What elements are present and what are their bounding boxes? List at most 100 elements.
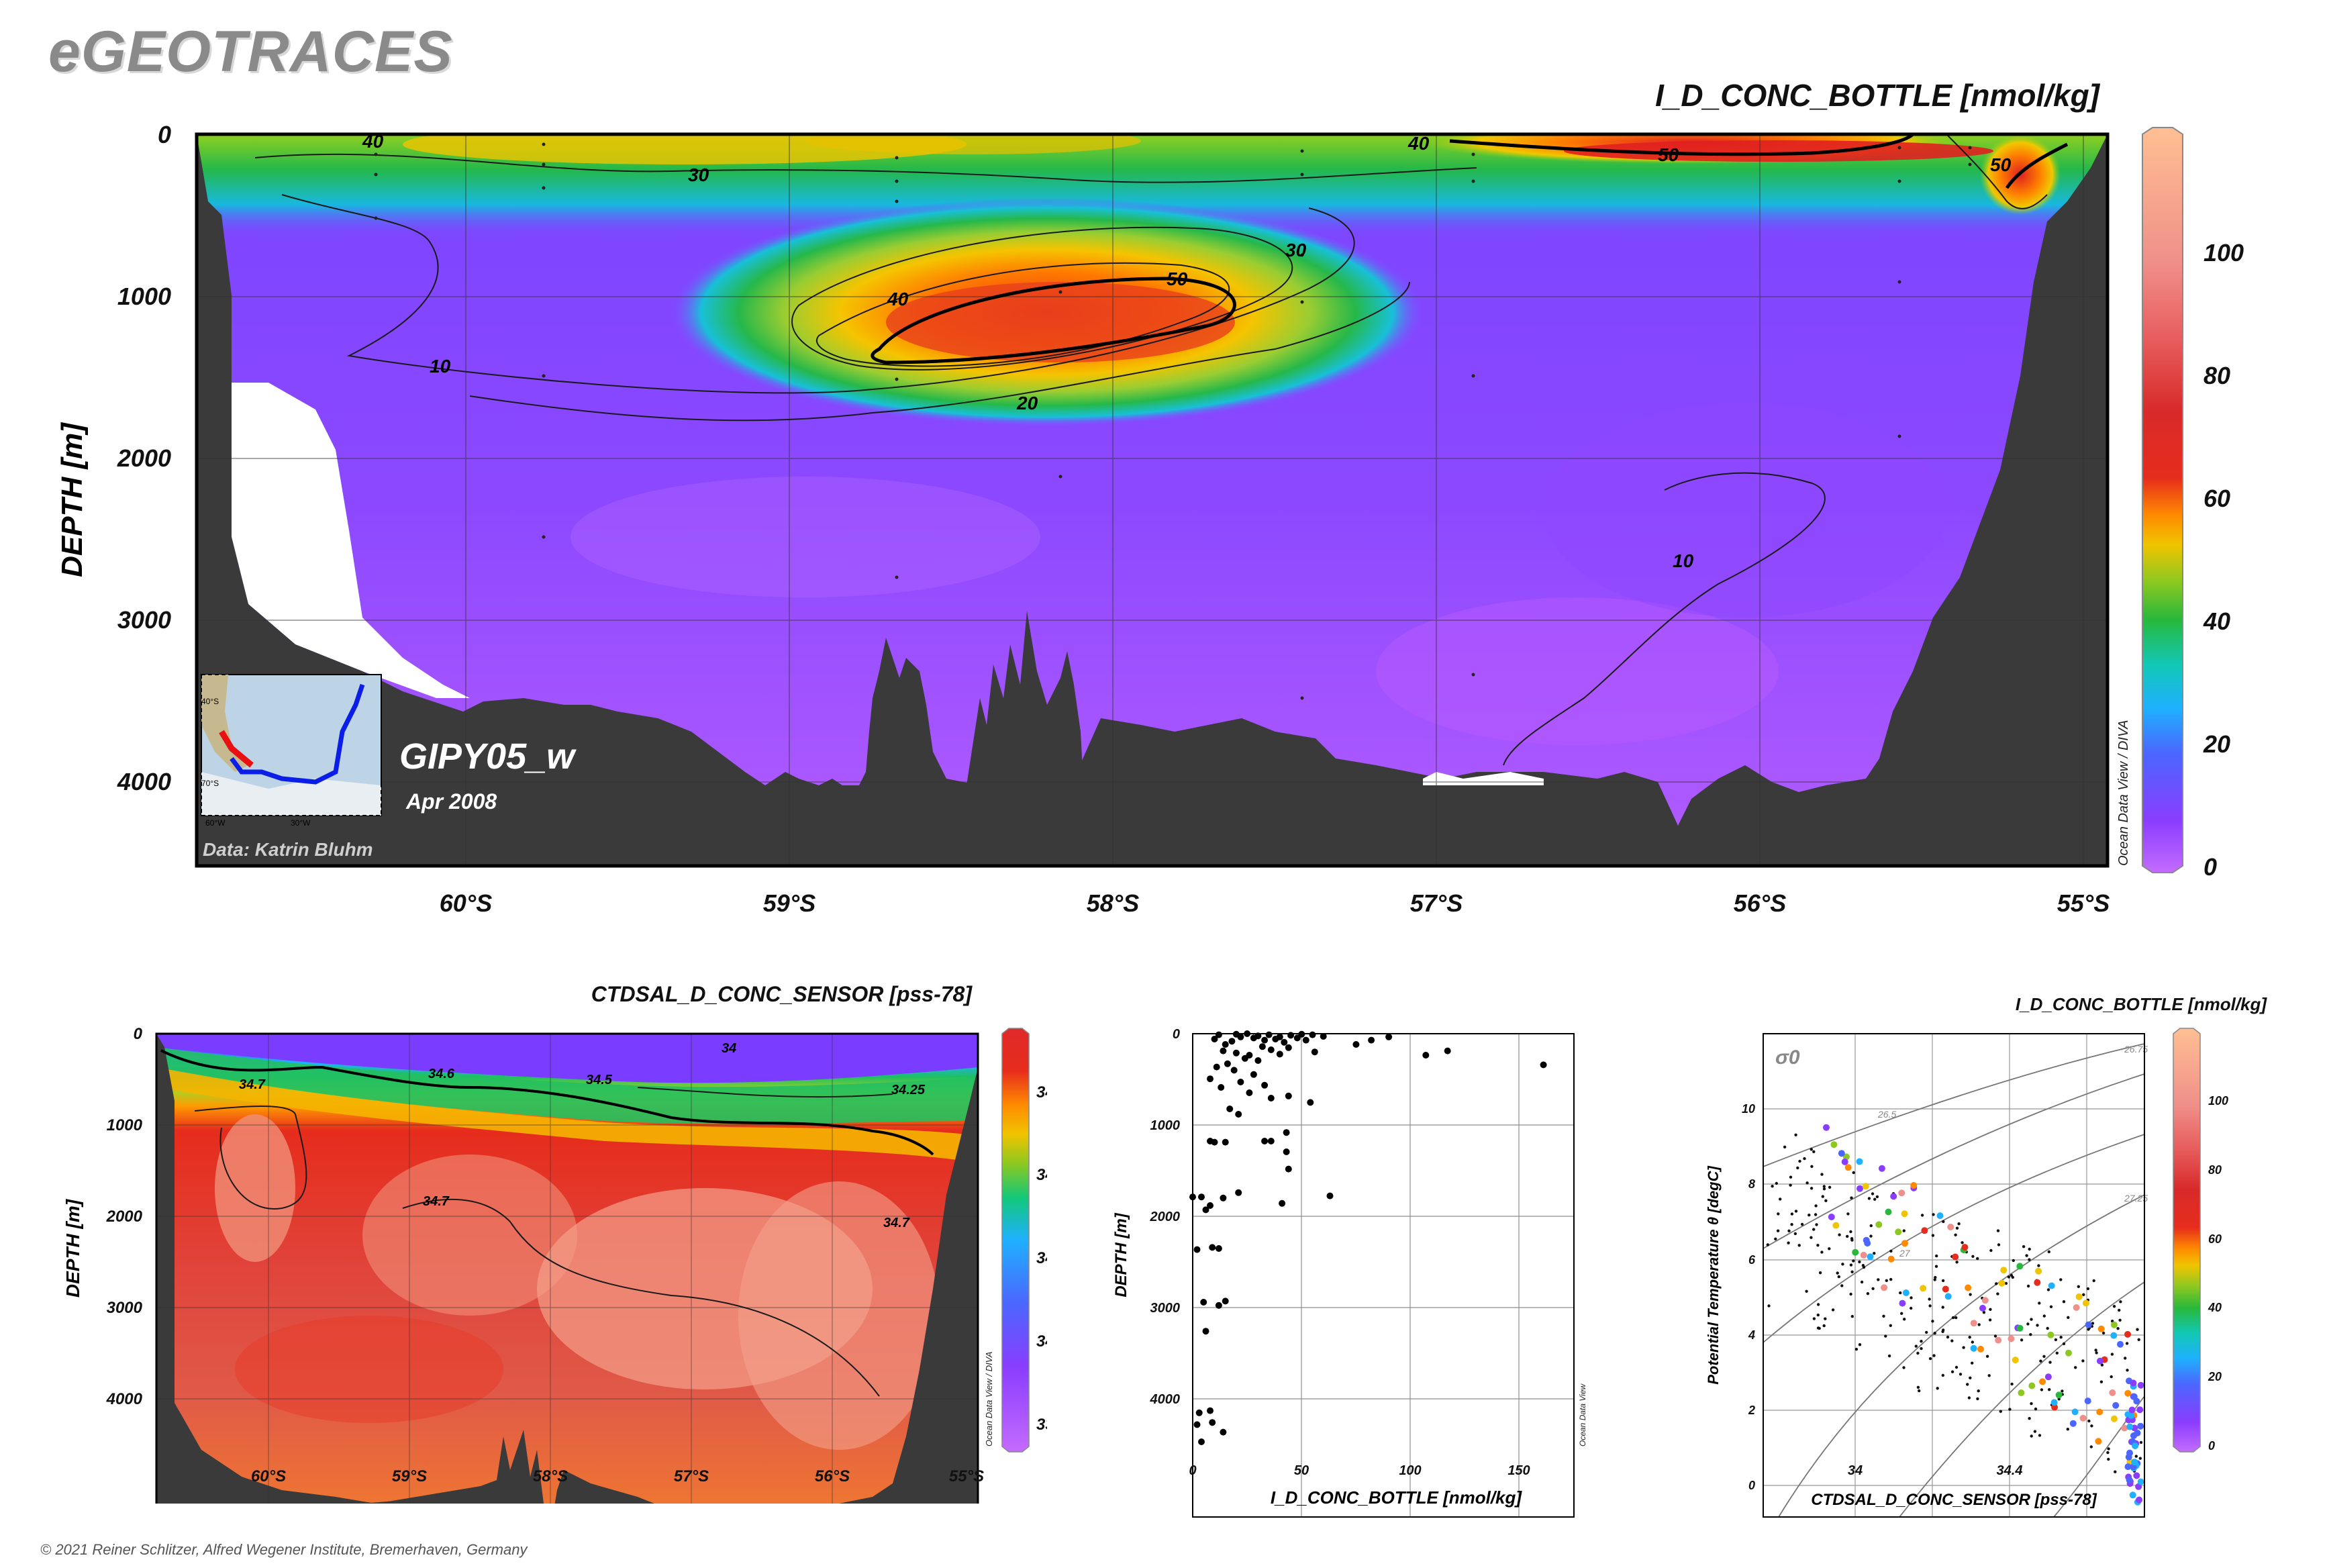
ts-point (1816, 1313, 1820, 1317)
ts-point (2082, 1293, 2085, 1296)
x-tick-label: 56°S (1734, 889, 1786, 917)
contour-label: 30 (1285, 240, 1307, 260)
ts-point (1931, 1320, 1934, 1323)
ts-point (1971, 1340, 1974, 1344)
colorbar-tick: 0 (2208, 1439, 2215, 1453)
ts-point (2067, 1316, 2070, 1319)
contour-label: 34 (722, 1041, 736, 1056)
ts-point (2133, 1398, 2140, 1405)
scatter-point (1207, 1202, 1214, 1209)
scatter-point (1228, 1038, 1236, 1045)
ts-point (2137, 1422, 2144, 1430)
ts-point (2101, 1331, 2106, 1335)
ts-point (1989, 1248, 1993, 1253)
ts-point (1841, 1263, 1844, 1266)
colorbar-tick: 34.6 (1036, 1083, 1047, 1101)
ts-point (1828, 1185, 1832, 1189)
x-tick-label: 59°S (763, 889, 815, 917)
ts-point (2136, 1496, 2143, 1504)
ts-point (1887, 1354, 1891, 1358)
scatter-point (1207, 1407, 1214, 1414)
scatter-point (1279, 1199, 1286, 1207)
ts-point (1970, 1320, 1977, 1327)
ts-point (1775, 1181, 1778, 1185)
contour-label: 50 (1167, 268, 1188, 289)
contour-label: 34.7 (423, 1194, 450, 1209)
ts-point (1789, 1183, 1792, 1187)
ts-point (1766, 1243, 1769, 1246)
ts-point (1828, 1214, 1835, 1220)
ts-point (1931, 1234, 1935, 1237)
ts-point (1920, 1285, 1927, 1292)
salinity-colorbar (1001, 1028, 1030, 1453)
y-tick-label: 3000 (117, 606, 171, 634)
ts-chart-title: I_D_CONC_BOTTLE [nmol/kg] (2016, 994, 2267, 1014)
ts-point (2036, 1324, 2039, 1327)
ts-point (2084, 1398, 2091, 1405)
ts-point (1902, 1229, 1905, 1232)
isopycnal-label: 26.75 (2124, 1044, 2148, 1055)
scatter-point (1272, 1036, 1279, 1042)
ts-point (1903, 1318, 1906, 1321)
ts-point (1977, 1323, 1981, 1326)
colorbar-tick: 34.2 (1036, 1249, 1047, 1267)
ts-point (1885, 1279, 1888, 1282)
y-tick-label: 1000 (117, 283, 171, 310)
colorbar-tick: 100 (2204, 239, 2244, 266)
scatter-point (1211, 1036, 1218, 1042)
ts-point (1852, 1171, 1855, 1175)
ts-point (1814, 1204, 1818, 1208)
contour-label: 40 (887, 289, 909, 309)
ts-point (1805, 1289, 1808, 1293)
ts-point (2034, 1279, 2041, 1286)
ts-point (1969, 1293, 1972, 1296)
scatter-point (1444, 1047, 1451, 1055)
ts-point (2124, 1463, 2132, 1471)
contour-label: 34.25 (891, 1083, 926, 1097)
scatter-point (1198, 1438, 1205, 1445)
ts-point (1783, 1145, 1787, 1148)
contour-label: 50 (1990, 154, 2012, 175)
odv-watermark: Ocean Data View / DIVA (984, 1352, 994, 1447)
ts-point (1993, 1334, 1997, 1338)
ts-point (1816, 1244, 1820, 1247)
ts-point (2057, 1398, 2061, 1401)
contour-label: 30 (688, 164, 709, 185)
ts-point (1836, 1271, 1839, 1275)
scatter-point (1293, 1034, 1301, 1042)
x-tick-label: 100 (1399, 1463, 1421, 1478)
ts-point (2038, 1434, 2042, 1437)
scatter-point (1302, 1036, 1309, 1044)
ts-point (2012, 1259, 2015, 1263)
ts-point (1954, 1233, 1957, 1236)
ts-point (2074, 1366, 2077, 1369)
ts-point (1928, 1304, 1932, 1308)
scatter-point (1285, 1092, 1292, 1099)
x-tick-label: 55°S (949, 1467, 984, 1485)
ts-point (2047, 1331, 2054, 1338)
ts-point (1910, 1306, 1913, 1310)
ts-point (1852, 1248, 1859, 1256)
ts-point (2107, 1457, 2110, 1461)
ts-point (2110, 1332, 2118, 1339)
scatter-point (1222, 1297, 1229, 1305)
y-tick-label: 6 (1748, 1253, 1756, 1267)
ts-point (1887, 1255, 1895, 1263)
ts-point (2029, 1333, 2032, 1336)
ts-point (1884, 1334, 1887, 1338)
ts-point (1850, 1270, 1854, 1273)
ts-point (2062, 1342, 2066, 1346)
ts-point (1999, 1410, 2002, 1413)
ts-point (1916, 1351, 1920, 1355)
scatter-point (1261, 1081, 1269, 1089)
section-name: GIPY05_w (399, 736, 577, 777)
data-credit: Data: Katrin Bluhm (203, 839, 373, 860)
ts-point (1955, 1261, 1959, 1264)
depth-scatter-chart: 0 1000 2000 3000 4000 DEPTH [m] 0 50 100… (1112, 1027, 1587, 1518)
scatter-point (1311, 1048, 1318, 1056)
scatter-point (1307, 1099, 1314, 1106)
ts-point (1867, 1253, 1874, 1261)
ts-point (1822, 1185, 1826, 1188)
ts-point (1971, 1361, 1974, 1365)
ts-point (1942, 1328, 1945, 1332)
